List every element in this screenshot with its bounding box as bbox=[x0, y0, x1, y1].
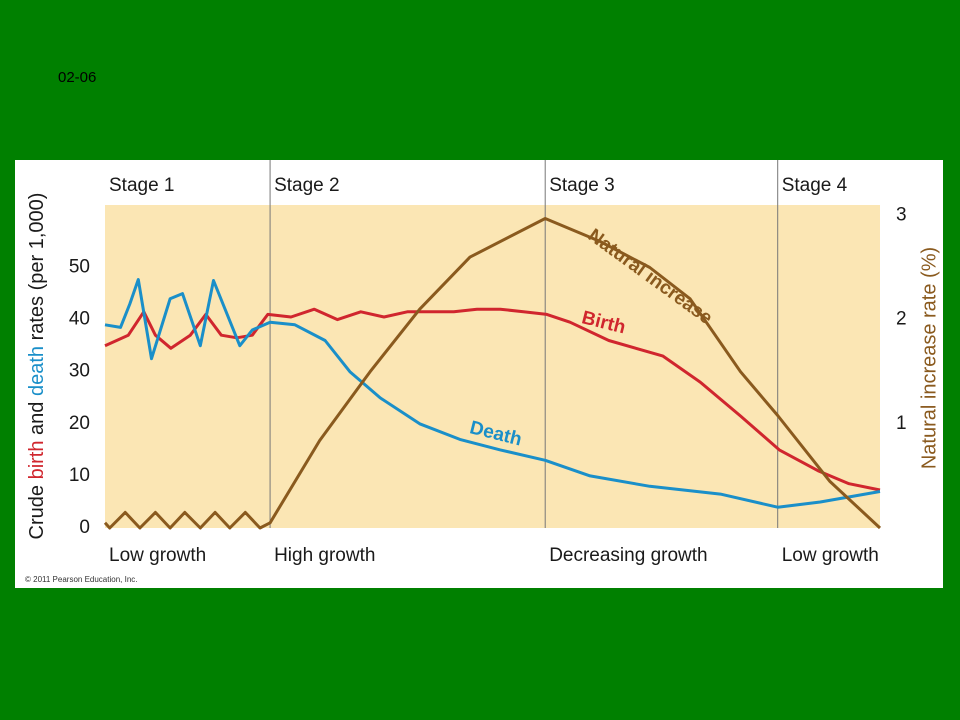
y-tick-label: 40 bbox=[69, 309, 90, 330]
y-axis-label-part: rates (per 1,000) bbox=[26, 193, 48, 346]
stage-label: Stage 4 bbox=[782, 175, 848, 196]
stage-label: Stage 1 bbox=[109, 175, 175, 196]
slide-label: 02-06 bbox=[58, 69, 96, 86]
stage-label: Stage 2 bbox=[274, 175, 340, 196]
y-axis-label-part: and bbox=[26, 396, 48, 440]
growth-label: Low growth bbox=[109, 545, 206, 566]
y2-tick-label: 1 bbox=[896, 413, 907, 434]
growth-label: Decreasing growth bbox=[549, 545, 707, 566]
credit: © 2011 Pearson Education, Inc. bbox=[25, 575, 137, 584]
y2-tick-label: 2 bbox=[896, 309, 907, 330]
y2-axis-label: Natural increase rate (%) bbox=[918, 247, 940, 469]
y-tick-label: 0 bbox=[79, 517, 90, 538]
y-axis-label: Crude birth and death rates (per 1,000) bbox=[26, 193, 48, 540]
series-line bbox=[103, 217, 882, 530]
y-axis-label-part: Crude bbox=[26, 479, 48, 539]
y-axis-label-part: birth bbox=[26, 441, 48, 480]
y-tick-label: 10 bbox=[69, 465, 90, 486]
y-tick-label: 20 bbox=[69, 413, 90, 434]
y-tick-label: 50 bbox=[69, 257, 90, 278]
stage-label: Stage 3 bbox=[549, 175, 615, 196]
y2-tick-label: 3 bbox=[896, 204, 907, 225]
series-line bbox=[104, 278, 881, 509]
growth-label: High growth bbox=[274, 545, 375, 566]
y-axis-label-part: death bbox=[26, 346, 48, 396]
growth-label: Low growth bbox=[782, 545, 879, 566]
y-tick-label: 30 bbox=[69, 361, 90, 382]
plot-area bbox=[105, 205, 880, 528]
